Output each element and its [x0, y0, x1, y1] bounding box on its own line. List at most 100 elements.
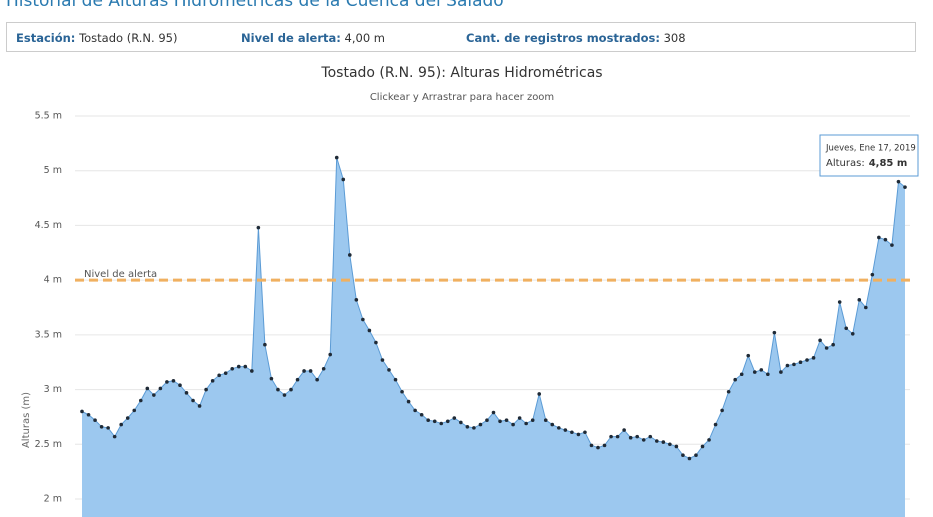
data-point: [256, 225, 261, 230]
data-point: [223, 371, 228, 375]
data-point: [465, 424, 470, 429]
data-point: [648, 434, 653, 439]
data-point: [681, 453, 685, 458]
data-point: [726, 389, 731, 394]
y-axis-title: Alturas (m): [21, 392, 32, 448]
data-point: [733, 377, 737, 382]
data-point: [106, 426, 110, 430]
data-point: [204, 387, 208, 392]
data-point: [628, 435, 633, 440]
data-point: [197, 404, 202, 408]
data-point: [811, 356, 816, 360]
data-point: [557, 426, 561, 430]
data-point: [478, 422, 483, 427]
data-point: [302, 369, 306, 373]
data-point: [426, 418, 430, 423]
data-point: [896, 179, 901, 184]
data-point: [661, 440, 666, 444]
tooltip: Jueves, Ene 17, 2019 Alturas: 4,85 m: [819, 134, 919, 177]
data-point: [491, 410, 496, 415]
data-point: [138, 398, 143, 403]
page-title: Historial de Alturas Hidrométricas de la…: [6, 0, 504, 11]
data-point: [112, 434, 117, 439]
y-tick-label: 3 m: [44, 384, 62, 395]
data-point: [432, 419, 437, 424]
data-point: [864, 305, 868, 310]
data-point: [870, 272, 875, 277]
data-point: [276, 387, 280, 392]
data-point: [367, 328, 372, 333]
data-point: [903, 185, 907, 189]
data-point: [641, 438, 646, 442]
data-point: [374, 340, 378, 345]
data-point: [609, 434, 613, 439]
data-point: [530, 418, 535, 423]
data-point: [210, 379, 215, 383]
data-point: [772, 330, 777, 335]
data-point: [850, 331, 855, 336]
y-tick-label: 2.5 m: [35, 439, 62, 450]
info-label: Estación:: [16, 31, 76, 45]
data-point: [308, 369, 313, 373]
data-point: [844, 326, 849, 331]
data-point: [459, 420, 463, 425]
data-point: [615, 434, 620, 439]
data-point: [831, 342, 835, 347]
data-point: [700, 444, 705, 449]
data-point: [341, 177, 346, 182]
info-value: 4,00 m: [344, 31, 385, 45]
data-point: [589, 443, 594, 448]
tooltip-value: Alturas: 4,85 m: [826, 158, 907, 169]
data-point: [380, 358, 385, 362]
info-label: Cant. de registros mostrados:: [466, 31, 660, 45]
data-point: [393, 377, 398, 382]
data-point: [687, 456, 692, 461]
info-value: 308: [663, 31, 686, 45]
data-point: [713, 422, 718, 427]
data-point: [361, 317, 365, 322]
data-point: [178, 383, 182, 387]
data-point: [622, 428, 626, 432]
data-point: [191, 398, 195, 403]
data-point: [824, 346, 829, 350]
info-item: Estación: Tostado (R.N. 95): [16, 31, 177, 45]
y-tick-label: 5.5 m: [35, 111, 62, 122]
data-point: [119, 422, 123, 427]
data-point: [798, 360, 803, 365]
data-point: [165, 380, 169, 384]
data-point: [668, 442, 672, 447]
data-point: [720, 408, 724, 413]
data-point: [289, 387, 293, 392]
data-point: [419, 412, 424, 417]
data-point: [837, 300, 842, 304]
data-point: [439, 421, 444, 426]
data-point: [93, 418, 97, 423]
data-point: [321, 366, 326, 371]
data-point: [543, 418, 548, 423]
area-fill: [82, 157, 905, 517]
data-point: [263, 342, 267, 347]
data-point: [171, 379, 176, 383]
data-point: [746, 353, 751, 358]
data-point: [348, 253, 352, 257]
data-point: [243, 364, 248, 369]
data-point: [752, 370, 757, 374]
data-point: [125, 416, 130, 420]
data-point: [99, 424, 104, 429]
y-tick-label: 5 m: [44, 165, 62, 176]
data-point: [570, 430, 574, 435]
data-point: [707, 438, 711, 442]
data-point: [654, 439, 659, 443]
data-point: [445, 419, 450, 424]
data-point: [80, 409, 84, 414]
data-point: [792, 362, 796, 367]
data-point: [563, 428, 568, 432]
data-point: [890, 243, 894, 247]
data-point: [354, 298, 359, 302]
data-point: [236, 364, 241, 369]
data-point: [334, 155, 339, 160]
alert-label: Nivel de alerta: [84, 269, 157, 280]
data-point: [485, 418, 489, 423]
